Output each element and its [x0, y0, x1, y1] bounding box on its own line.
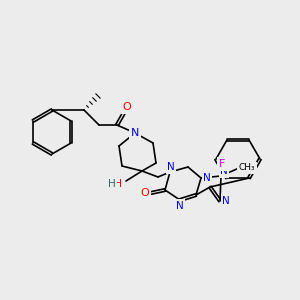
Text: N: N	[222, 196, 230, 206]
Text: F: F	[219, 159, 225, 169]
Text: N: N	[176, 201, 184, 211]
Text: N: N	[167, 162, 175, 172]
Text: OH: OH	[106, 179, 122, 189]
Text: O: O	[141, 188, 149, 198]
Text: CH₃: CH₃	[239, 164, 255, 172]
Text: N: N	[131, 128, 139, 138]
Text: N: N	[220, 166, 228, 176]
Text: H: H	[108, 179, 116, 189]
Text: O: O	[123, 102, 131, 112]
Text: N: N	[203, 173, 211, 183]
